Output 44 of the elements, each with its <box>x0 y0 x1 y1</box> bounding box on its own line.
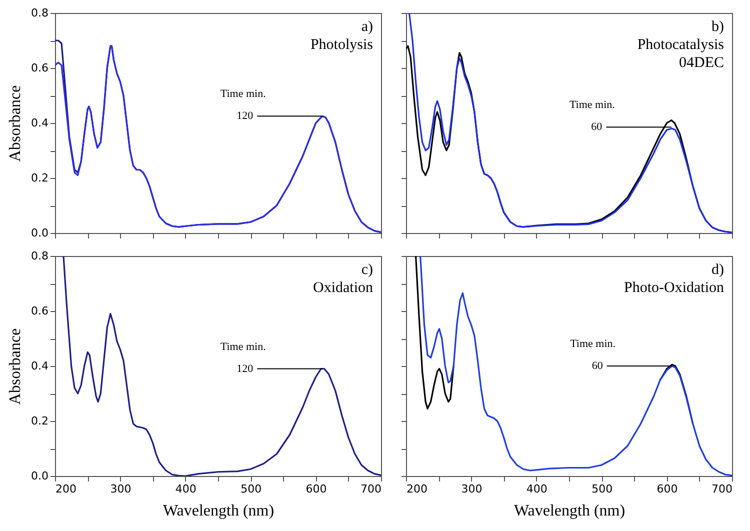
y-tick-label: 0.6 <box>31 62 48 74</box>
x-tick-label: 400 <box>175 482 196 496</box>
x-tick-label: 700 <box>360 482 382 496</box>
annotation: 60 <box>591 121 603 134</box>
y-tick-label: 0.8 <box>31 250 48 262</box>
y-tick-label: 0.2 <box>31 172 48 184</box>
x-tick-label: 700 <box>712 482 732 496</box>
annotation: Photocatalysis <box>637 37 724 53</box>
x-tick-label: 600 <box>656 482 678 496</box>
y-tick-label: 0.0 <box>31 226 48 240</box>
annotation: 120 <box>236 362 254 375</box>
y-tick-label: 0.4 <box>31 360 48 372</box>
annotation: Photo-Oxidation <box>624 280 724 296</box>
annotation: 120 <box>236 110 254 122</box>
annotation: Oxidation <box>313 280 374 296</box>
annotation: d) <box>712 262 724 278</box>
annotation: Photolysis <box>310 37 374 53</box>
x-tick-label: 200 <box>56 482 76 496</box>
y-axis-title: Absorbance <box>7 328 24 405</box>
x-tick-label: 500 <box>240 482 262 496</box>
x-tick-label: 400 <box>526 482 548 496</box>
x-tick-label: 300 <box>461 482 482 496</box>
y-tick-label: 0.6 <box>31 304 48 318</box>
x-tick-label: 600 <box>306 482 327 496</box>
y-tick-label: 0.2 <box>31 414 48 428</box>
annotation: c) <box>361 262 373 278</box>
annotation: 60 <box>592 360 604 372</box>
x-tick-label: 500 <box>592 482 613 496</box>
annotation: a) <box>361 19 373 35</box>
annotation: Time min. <box>220 340 266 353</box>
line-series <box>62 256 381 476</box>
x-axis-title: Wavelength (nm) <box>162 502 274 520</box>
y-tick-label: 0.0 <box>31 470 48 482</box>
y-axis-title: Absorbance <box>7 85 24 162</box>
x-axis-title: Wavelength (nm) <box>514 502 626 520</box>
annotation: Time min. <box>569 99 616 112</box>
x-tick-label: 200 <box>406 482 428 496</box>
annotation: Time min. <box>220 88 266 100</box>
annotation: b) <box>712 19 724 35</box>
x-tick-label: 300 <box>110 482 132 496</box>
annotation: 04DEC <box>679 55 724 71</box>
y-tick-label: 0.4 <box>31 116 48 130</box>
annotation: Time min. <box>570 338 616 350</box>
y-tick-label: 0.8 <box>31 6 48 20</box>
